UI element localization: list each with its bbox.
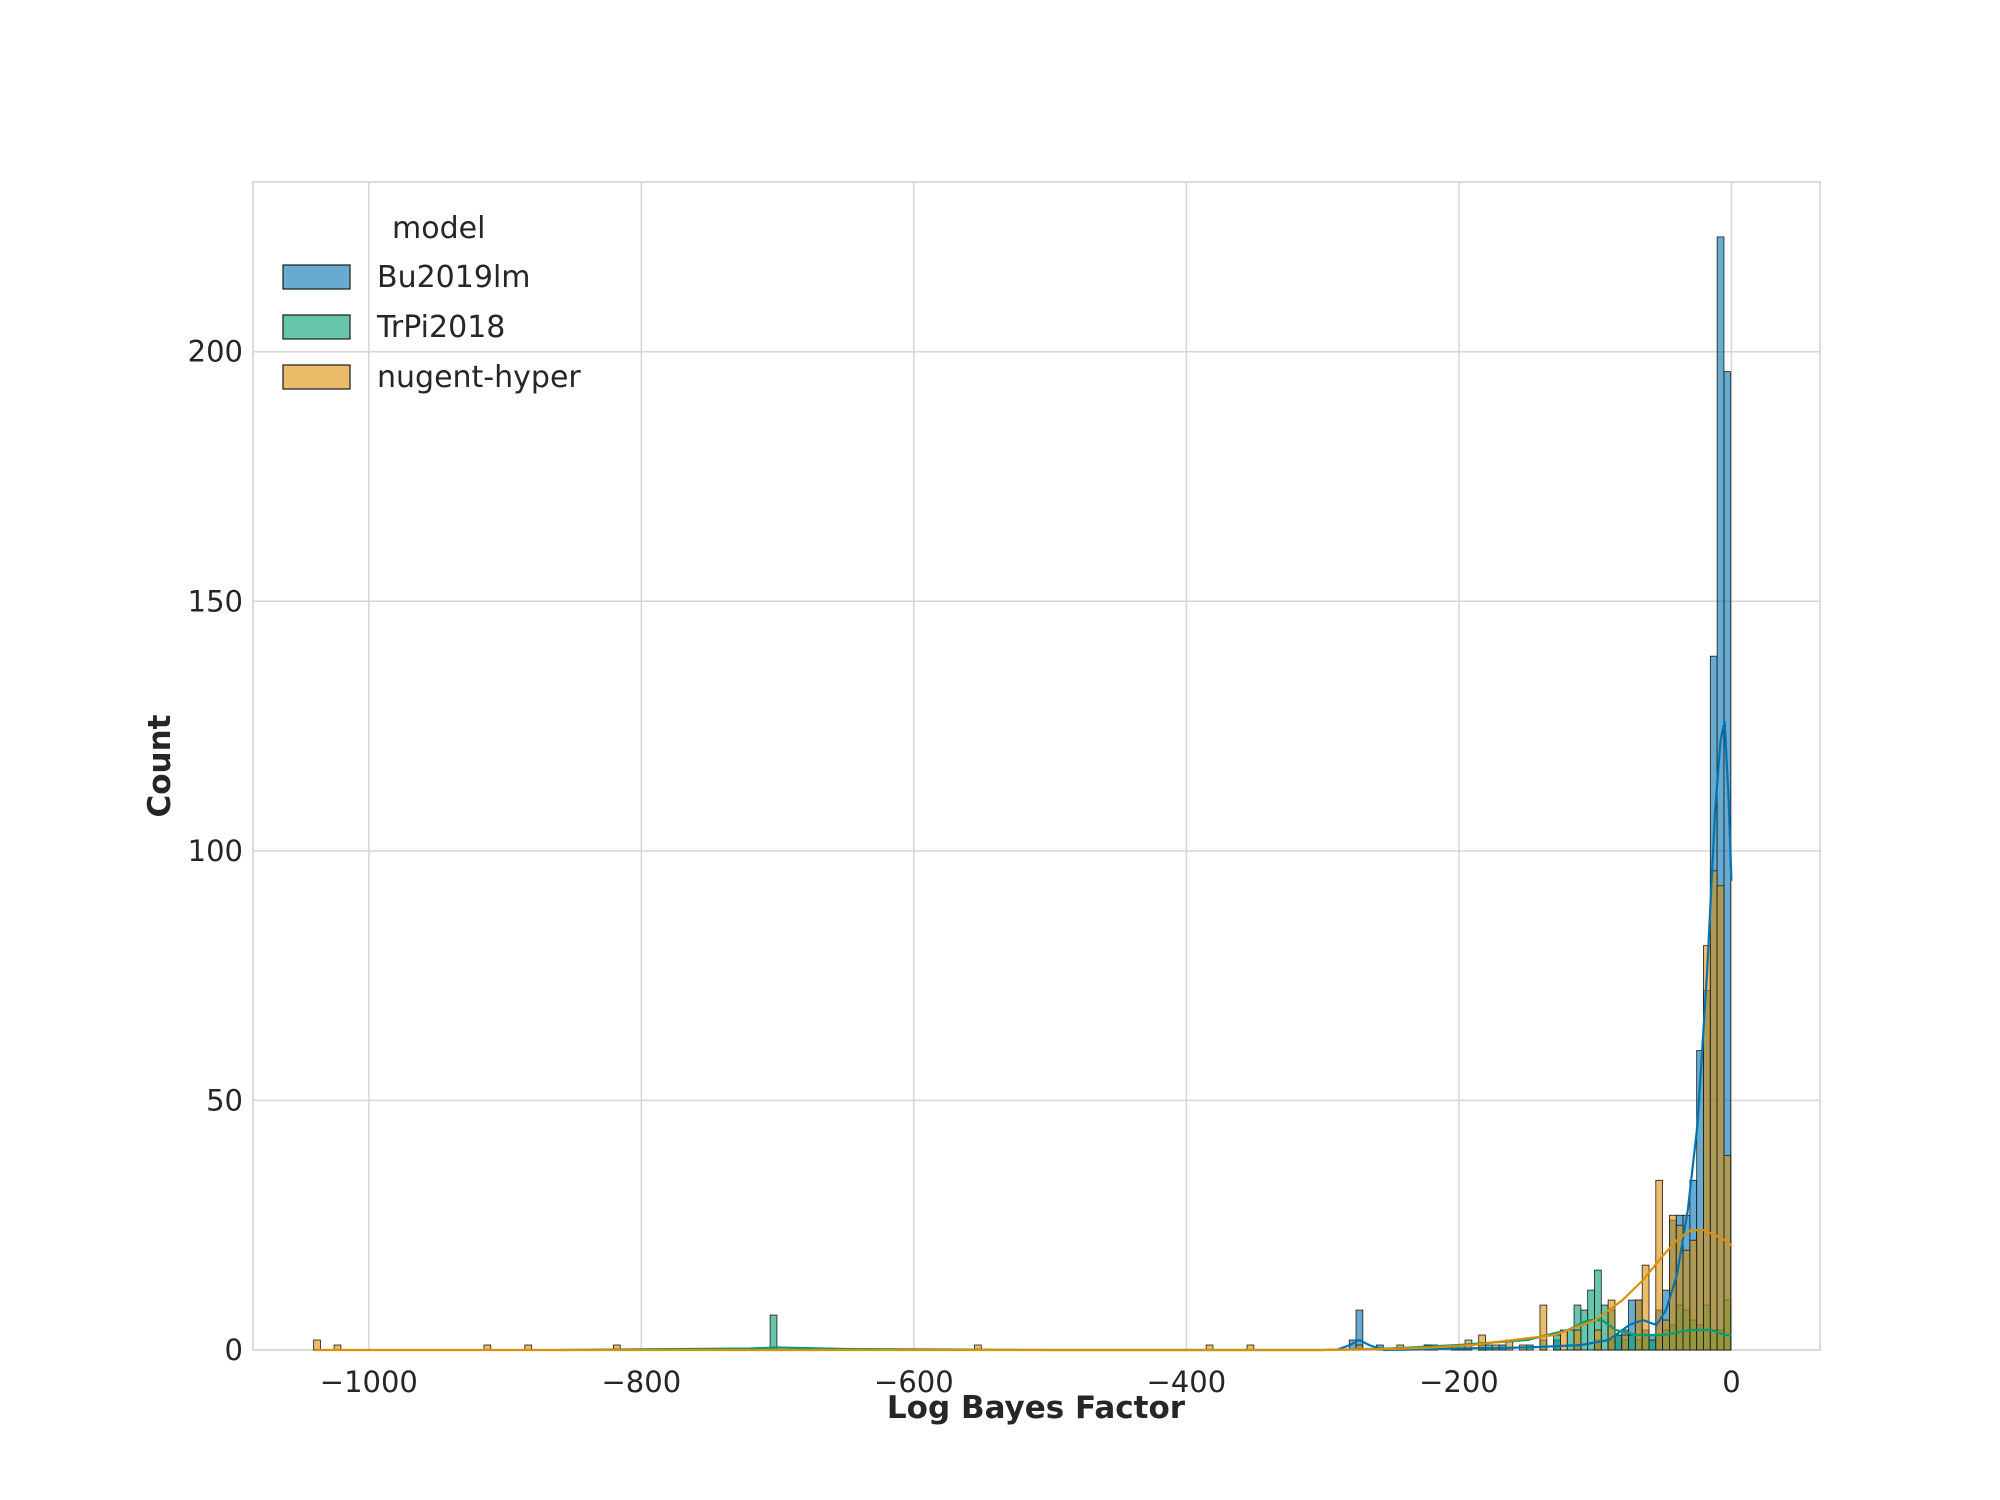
x-tick-label: −200 <box>1419 1365 1499 1399</box>
bar-nugent-hyper <box>1539 1304 1548 1351</box>
bar-TrPi2018 <box>1648 1339 1657 1351</box>
series-nugent-hyper-bars <box>313 870 1732 1351</box>
bar-TrPi2018 <box>769 1314 778 1351</box>
legend-swatch <box>282 264 351 290</box>
kde-curve-nugent-hyper <box>314 1229 1733 1352</box>
legend: model Bu2019lm TrPi2018 nugent-hyper <box>282 211 581 395</box>
kde-curves <box>314 720 1733 1352</box>
y-tick-label: 200 <box>188 335 243 369</box>
x-tick-label: 0 <box>1722 1365 1740 1399</box>
legend-entry: TrPi2018 <box>376 310 505 345</box>
bar-nugent-hyper <box>1573 1329 1582 1351</box>
legend-swatch <box>282 364 351 390</box>
x-tick-label: −800 <box>602 1365 682 1399</box>
bar-TrPi2018 <box>1553 1334 1561 1351</box>
x-axis-ticks: −1000 −800 −600 −400 −200 0 <box>320 1365 1741 1399</box>
bar-nugent-hyper <box>1594 1329 1602 1351</box>
kde-curve-Bu2019lm <box>1335 720 1733 1352</box>
y-axis-ticks: 0 50 100 150 200 <box>188 335 243 1367</box>
bar-nugent-hyper <box>1709 870 1718 1351</box>
x-tick-label: −1000 <box>320 1365 418 1399</box>
histogram-bars <box>313 236 1732 1351</box>
plot-area <box>252 181 1821 1351</box>
bar-nugent-hyper <box>1634 1299 1643 1351</box>
legend-title: model <box>392 211 485 246</box>
bar-TrPi2018 <box>1628 1334 1636 1351</box>
bar-Bu2019lm <box>1355 1309 1364 1351</box>
bar-nugent-hyper <box>1621 1334 1629 1351</box>
bar-nugent-hyper <box>1723 1154 1732 1351</box>
bar-nugent-hyper <box>1696 1229 1704 1351</box>
bar-nugent-hyper <box>1716 885 1725 1351</box>
x-tick-label: −600 <box>874 1365 954 1399</box>
bar-TrPi2018 <box>1614 1334 1623 1351</box>
y-tick-label: 150 <box>188 584 243 618</box>
y-tick-label: 100 <box>188 834 243 868</box>
bar-nugent-hyper <box>313 1339 321 1351</box>
legend-entry: Bu2019lm <box>377 260 531 295</box>
legend-swatch <box>282 314 351 340</box>
bar-nugent-hyper <box>1641 1264 1650 1351</box>
y-tick-label: 50 <box>206 1083 243 1117</box>
bar-TrPi2018 <box>1566 1329 1575 1351</box>
y-tick-label: 0 <box>225 1333 243 1367</box>
x-axis-label: Log Bayes Factor <box>887 1390 1186 1426</box>
legend-entry: nugent-hyper <box>377 360 581 395</box>
y-axis-label: Count <box>142 714 178 817</box>
x-tick-label: −400 <box>1147 1365 1227 1399</box>
bar-nugent-hyper <box>1682 1249 1691 1351</box>
bar-nugent-hyper <box>1689 1239 1698 1351</box>
